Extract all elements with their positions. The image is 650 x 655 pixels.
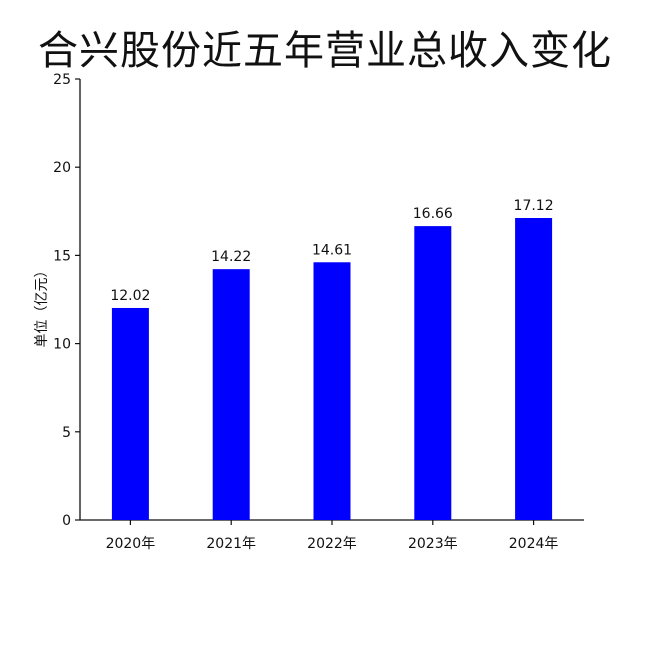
y-tick-label: 5 xyxy=(62,425,71,441)
data-label-3: 16.66 xyxy=(413,206,453,222)
data-label-1: 14.22 xyxy=(211,249,251,265)
x-tick-label-2: 2022年 xyxy=(307,536,357,552)
bar-0 xyxy=(111,307,149,520)
x-tick-label-0: 2020年 xyxy=(106,536,156,552)
y-tick-label: 15 xyxy=(53,248,71,264)
chart-title: 合兴股份近五年营业总收入变化 xyxy=(38,28,612,74)
data-label-2: 14.61 xyxy=(312,242,352,258)
x-tick-label-3: 2023年 xyxy=(408,536,458,552)
y-tick-label: 0 xyxy=(62,513,71,529)
data-label-4: 17.12 xyxy=(514,198,554,214)
x-tick-label-4: 2024年 xyxy=(509,536,559,552)
bar-2 xyxy=(313,262,351,520)
bar-4 xyxy=(515,218,553,520)
y-tick-label: 20 xyxy=(53,160,71,176)
x-tick-label-1: 2021年 xyxy=(206,536,256,552)
bar-3 xyxy=(414,226,452,520)
y-axis-title: 单位（亿元） xyxy=(34,264,50,348)
bar-1 xyxy=(212,269,250,520)
data-label-0: 12.02 xyxy=(110,288,150,304)
y-tick-label: 25 xyxy=(53,72,71,88)
y-tick-label: 10 xyxy=(53,337,71,353)
